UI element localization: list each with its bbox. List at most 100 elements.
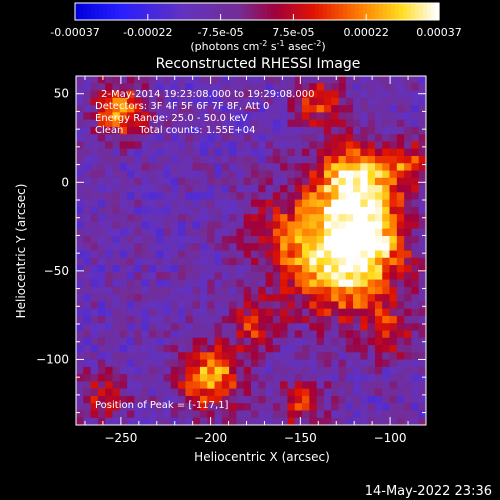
heatmap-cell bbox=[236, 112, 245, 121]
heatmap-cell bbox=[76, 112, 84, 121]
heatmap-cell bbox=[404, 381, 412, 390]
heatmap-cell bbox=[265, 315, 274, 324]
heatmap-cell bbox=[280, 294, 288, 302]
heatmap-cell bbox=[178, 330, 186, 339]
heatmap-cell bbox=[185, 315, 194, 324]
heatmap-cell bbox=[396, 97, 405, 106]
heatmap-cell bbox=[404, 352, 412, 360]
heatmap-cell bbox=[331, 214, 339, 222]
heatmap-cell bbox=[302, 323, 310, 331]
heatmap-cell bbox=[265, 148, 274, 157]
heatmap-cell bbox=[229, 235, 237, 244]
heatmap-cell bbox=[396, 148, 405, 157]
colorbar-step bbox=[359, 3, 364, 20]
heatmap-cell bbox=[83, 337, 91, 346]
heatmap-cell bbox=[178, 323, 186, 331]
heatmap-cell bbox=[163, 337, 172, 346]
heatmap-cell bbox=[178, 228, 186, 237]
heatmap-cell bbox=[353, 90, 361, 99]
heatmap-cell bbox=[418, 192, 427, 200]
heatmap-cell bbox=[127, 279, 135, 288]
heatmap-cell bbox=[418, 141, 427, 150]
heatmap-cell bbox=[294, 148, 303, 157]
heatmap-cell bbox=[345, 90, 354, 99]
heatmap-cell bbox=[76, 366, 84, 375]
heatmap-cell bbox=[112, 243, 121, 251]
heatmap-cell bbox=[141, 330, 150, 339]
heatmap-cell bbox=[148, 279, 157, 288]
heatmap-cell bbox=[178, 388, 186, 397]
heatmap-cell bbox=[251, 381, 259, 390]
heatmap-cell bbox=[97, 323, 106, 331]
heatmap-cell bbox=[199, 374, 208, 382]
heatmap-cell bbox=[236, 155, 245, 164]
heatmap-cell bbox=[178, 192, 186, 200]
heatmap-cell bbox=[323, 148, 332, 157]
heatmap-cell bbox=[243, 352, 252, 360]
heatmap-cell bbox=[396, 192, 405, 200]
heatmap-cell bbox=[374, 265, 383, 273]
heatmap-cell bbox=[338, 359, 347, 368]
heatmap-cell bbox=[141, 206, 150, 215]
heatmap-cell bbox=[382, 337, 390, 346]
heatmap-cell bbox=[163, 134, 172, 142]
heatmap-cell bbox=[389, 410, 398, 419]
heatmap-cell bbox=[221, 141, 230, 150]
heatmap-cell bbox=[97, 206, 106, 215]
heatmap-cell bbox=[382, 163, 390, 171]
heatmap-cell bbox=[192, 345, 201, 353]
heatmap-cell bbox=[345, 206, 354, 215]
heatmap-cell bbox=[199, 155, 208, 164]
heatmap-cell bbox=[185, 359, 194, 368]
heatmap-cell bbox=[396, 366, 405, 375]
heatmap-cell bbox=[396, 279, 405, 288]
heatmap-cell bbox=[302, 345, 310, 353]
heatmap-cell bbox=[316, 257, 325, 266]
heatmap-cell bbox=[294, 141, 303, 150]
heatmap-cell bbox=[360, 243, 369, 251]
heatmap-cell bbox=[338, 374, 347, 382]
heatmap-cell bbox=[229, 90, 237, 99]
heatmap-cell bbox=[287, 286, 296, 295]
heatmap-cell bbox=[258, 294, 266, 302]
heatmap-cell bbox=[367, 315, 376, 324]
heatmap-cell bbox=[243, 403, 252, 411]
heatmap-cell bbox=[97, 141, 106, 150]
heatmap-cell bbox=[97, 272, 106, 280]
heatmap-cell bbox=[90, 345, 99, 353]
heatmap-cell bbox=[411, 83, 420, 91]
heatmap-cell bbox=[404, 294, 412, 302]
heatmap-cell bbox=[418, 286, 427, 295]
heatmap-cell bbox=[353, 235, 361, 244]
heatmap-cell bbox=[243, 141, 252, 150]
heatmap-cell bbox=[280, 199, 288, 208]
heatmap-cell bbox=[302, 257, 310, 266]
heatmap-cell bbox=[170, 257, 179, 266]
heatmap-cell bbox=[221, 337, 230, 346]
heatmap-cell bbox=[199, 119, 208, 128]
heatmap-cell bbox=[323, 155, 332, 164]
heatmap-cell bbox=[360, 221, 369, 230]
heatmap-cell bbox=[207, 235, 215, 244]
heatmap-cell bbox=[302, 76, 310, 84]
heatmap-cell bbox=[287, 250, 296, 259]
heatmap-cell bbox=[83, 148, 91, 157]
heatmap-cell bbox=[265, 330, 274, 339]
heatmap-cell bbox=[418, 105, 427, 113]
heatmap-cell bbox=[316, 250, 325, 259]
heatmap-cell bbox=[90, 185, 99, 193]
heatmap-cell bbox=[309, 185, 318, 193]
heatmap-cell bbox=[302, 177, 310, 186]
heatmap-cell bbox=[389, 337, 398, 346]
heatmap-cell bbox=[163, 359, 172, 368]
heatmap-cell bbox=[236, 243, 245, 251]
heatmap-cell bbox=[338, 83, 347, 91]
heatmap-cell bbox=[345, 308, 354, 317]
heatmap-cell bbox=[214, 148, 223, 157]
heatmap-cell bbox=[258, 257, 266, 266]
heatmap-cell bbox=[170, 97, 179, 106]
heatmap-cell bbox=[367, 206, 376, 215]
heatmap-cell bbox=[76, 221, 84, 230]
plot-frame bbox=[75, 75, 427, 426]
heatmap-cell bbox=[112, 359, 121, 368]
